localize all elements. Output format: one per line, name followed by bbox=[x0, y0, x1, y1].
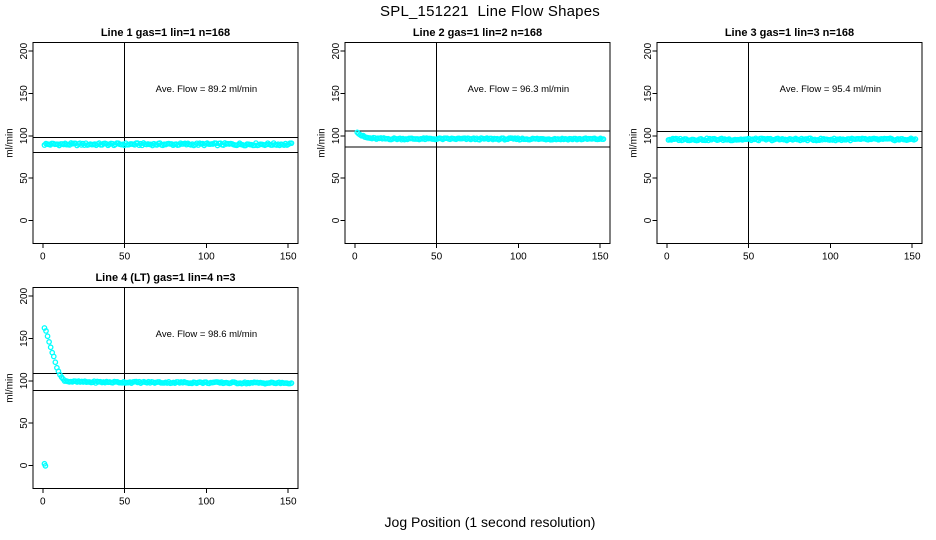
data-point bbox=[47, 344, 54, 351]
scatter-points bbox=[41, 325, 295, 469]
panel-line-2: Line 2 gas=1 lin=2 n=168 0 50 100 150 0 50 100 1… bbox=[312, 22, 624, 272]
panel-title: Line 1 gas=1 lin=1 n=168 bbox=[101, 27, 230, 39]
x-tick-label: 50 bbox=[119, 496, 131, 507]
figure-title: SPL_151221 Line Flow Shapes bbox=[380, 3, 600, 20]
data-point bbox=[288, 380, 295, 386]
x-tick-label: 150 bbox=[904, 251, 921, 262]
line-4-chart: Line 4 (LT) gas=1 lin=4 n=3 0 50 100 150 0 50 1… bbox=[5, 272, 299, 507]
y-tick-label: 50 bbox=[331, 172, 342, 184]
ave-flow-annotation: Ave. Flow = 96.3 ml/min bbox=[468, 84, 569, 95]
x-tick-label: 100 bbox=[198, 251, 215, 262]
y-tick-label: 50 bbox=[643, 172, 654, 184]
panel-title: Line 4 (LT) gas=1 lin=4 n=3 bbox=[95, 272, 235, 284]
y-tick-label: 50 bbox=[19, 172, 30, 184]
y-tick-label: 100 bbox=[19, 127, 30, 144]
ave-flow-annotation: Ave. Flow = 98.6 ml/min bbox=[156, 329, 257, 340]
x-axis: 0 50 100 150 bbox=[664, 243, 921, 262]
y-axis: 0 50 100 150 200 bbox=[331, 42, 345, 223]
plot-box bbox=[344, 42, 611, 244]
y-tick-label: 200 bbox=[19, 287, 30, 304]
panel-line-3: Line 3 gas=1 lin=3 n=168 0 50 100 150 0 50 100 1… bbox=[624, 22, 936, 272]
panel-title: Line 2 gas=1 lin=2 n=168 bbox=[413, 27, 542, 39]
y-axis-title: ml/min bbox=[5, 373, 16, 402]
data-point bbox=[52, 359, 59, 366]
plot-box bbox=[32, 287, 299, 489]
y-tick-label: 0 bbox=[19, 462, 30, 468]
y-tick-label: 100 bbox=[331, 127, 342, 144]
data-point bbox=[50, 353, 57, 360]
y-tick-label: 0 bbox=[643, 217, 654, 223]
x-axis: 0 50 100 150 bbox=[40, 488, 297, 507]
x-axis: 0 50 100 150 bbox=[352, 243, 609, 262]
ave-flow-annotation: Ave. Flow = 95.4 ml/min bbox=[780, 84, 881, 95]
scatter-points bbox=[665, 135, 919, 144]
x-tick-label: 0 bbox=[40, 251, 46, 262]
y-tick-label: 0 bbox=[331, 217, 342, 223]
line-3-chart: Line 3 gas=1 lin=3 n=168 0 50 100 150 0 50 100 1… bbox=[629, 27, 923, 262]
y-tick-label: 100 bbox=[19, 372, 30, 389]
x-tick-label: 50 bbox=[743, 251, 755, 262]
y-axis: 0 50 100 150 200 bbox=[643, 42, 657, 223]
y-tick-label: 150 bbox=[19, 85, 30, 102]
x-tick-label: 100 bbox=[510, 251, 527, 262]
data-point bbox=[43, 328, 49, 334]
plot-box bbox=[32, 42, 299, 244]
data-point bbox=[44, 333, 51, 340]
plot-box bbox=[656, 42, 923, 244]
x-tick-label: 0 bbox=[664, 251, 670, 262]
x-tick-label: 0 bbox=[40, 496, 46, 507]
panel-line-1: Line 1 gas=1 lin=1 n=168 0 50 100 150 0 50 100 1… bbox=[0, 22, 312, 272]
x-tick-label: 100 bbox=[822, 251, 839, 262]
line-2-chart: Line 2 gas=1 lin=2 n=168 0 50 100 150 0 50 100 1… bbox=[317, 27, 611, 262]
y-axis: 0 50 100 150 200 bbox=[19, 287, 33, 468]
y-tick-label: 150 bbox=[19, 330, 30, 347]
x-tick-label: 50 bbox=[431, 251, 443, 262]
y-tick-label: 0 bbox=[19, 217, 30, 223]
x-axis: 0 50 100 150 bbox=[40, 243, 297, 262]
x-tick-label: 50 bbox=[119, 251, 131, 262]
panel-line-4: Line 4 (LT) gas=1 lin=4 n=3 0 50 100 150 0 50 1… bbox=[0, 267, 312, 517]
x-tick-label: 0 bbox=[352, 251, 358, 262]
scatter-points bbox=[41, 140, 295, 149]
y-tick-label: 100 bbox=[643, 127, 654, 144]
y-tick-label: 150 bbox=[643, 85, 654, 102]
ave-flow-annotation: Ave. Flow = 89.2 ml/min bbox=[156, 84, 257, 95]
y-tick-label: 50 bbox=[19, 417, 30, 429]
x-tick-label: 100 bbox=[198, 496, 215, 507]
x-tick-label: 150 bbox=[592, 251, 609, 262]
y-tick-label: 200 bbox=[643, 42, 654, 59]
y-axis-title: ml/min bbox=[317, 128, 328, 157]
y-axis-title: ml/min bbox=[5, 128, 16, 157]
x-tick-label: 150 bbox=[280, 251, 297, 262]
line-1-chart: Line 1 gas=1 lin=1 n=168 0 50 100 150 0 50 100 1… bbox=[5, 27, 299, 262]
y-tick-label: 200 bbox=[19, 42, 30, 59]
x-axis-caption: Jog Position (1 second resolution) bbox=[384, 514, 596, 530]
data-point bbox=[600, 136, 607, 142]
scatter-points bbox=[354, 129, 607, 143]
data-point bbox=[912, 136, 919, 143]
y-axis-title: ml/min bbox=[629, 128, 640, 157]
y-tick-label: 150 bbox=[331, 85, 342, 102]
y-axis: 0 50 100 150 200 bbox=[19, 42, 33, 223]
outlier-point bbox=[42, 463, 49, 469]
panel-title: Line 3 gas=1 lin=3 n=168 bbox=[725, 27, 854, 39]
x-tick-label: 150 bbox=[280, 496, 297, 507]
data-point bbox=[288, 140, 295, 147]
data-point bbox=[46, 339, 52, 345]
y-tick-label: 200 bbox=[331, 42, 342, 59]
